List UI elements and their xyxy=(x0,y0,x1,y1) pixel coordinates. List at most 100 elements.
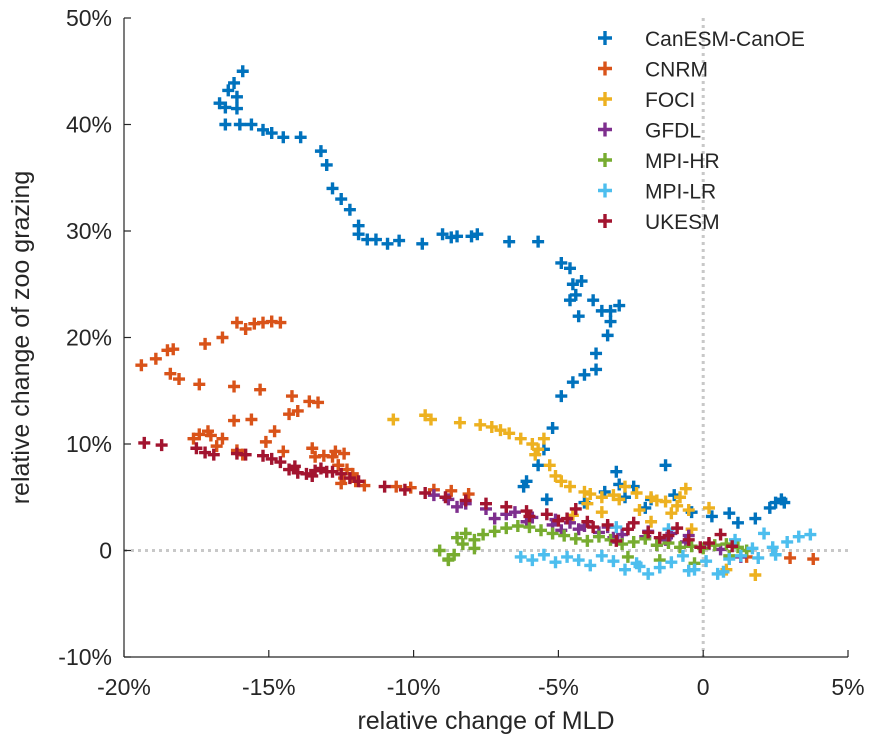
data-point xyxy=(277,131,290,144)
data-point xyxy=(566,278,579,291)
x-tick-label: -10% xyxy=(387,674,441,700)
data-point xyxy=(277,445,290,458)
data-point xyxy=(230,316,243,329)
data-point xyxy=(552,514,565,527)
data-point xyxy=(590,363,603,376)
data-point xyxy=(604,304,617,317)
data-point xyxy=(332,459,345,472)
data-point xyxy=(633,560,646,573)
data-point xyxy=(682,564,695,577)
data-point xyxy=(720,538,733,551)
data-point xyxy=(138,436,151,449)
data-point xyxy=(149,352,162,365)
legend-label: UKESM xyxy=(645,211,720,234)
data-point xyxy=(581,497,594,510)
data-point xyxy=(216,432,229,445)
data-point xyxy=(734,549,747,562)
data-point xyxy=(306,469,319,482)
data-point xyxy=(228,76,241,89)
data-point xyxy=(288,460,301,473)
legend-label: FOCI xyxy=(645,89,695,112)
data-point xyxy=(749,512,762,525)
data-point xyxy=(306,442,319,455)
data-point xyxy=(369,233,382,246)
legend-label: CanESM-CanOE xyxy=(645,28,805,51)
data-point xyxy=(555,390,568,403)
legend: CanESM-CanOE CNRM FOCI GFDL MPI-HR MPI-LR UKES… xyxy=(598,28,805,234)
data-point xyxy=(717,565,730,578)
data-point xyxy=(436,228,449,241)
data-point xyxy=(558,529,571,542)
data-point xyxy=(451,500,464,513)
data-point xyxy=(265,452,278,465)
data-point xyxy=(468,542,481,555)
y-tick-label: 20% xyxy=(66,325,112,351)
data-point xyxy=(274,456,287,469)
data-point xyxy=(314,145,327,158)
data-point xyxy=(488,512,501,525)
data-point xyxy=(393,234,406,247)
data-point xyxy=(630,486,643,499)
x-tick-label: -20% xyxy=(97,674,151,700)
legend-item: GFDL xyxy=(598,120,701,143)
data-point xyxy=(549,556,562,569)
data-point xyxy=(451,230,464,243)
data-point xyxy=(555,256,568,269)
data-point xyxy=(668,489,681,502)
data-point xyxy=(335,193,348,206)
data-point xyxy=(792,530,805,543)
data-point xyxy=(592,530,605,543)
data-point xyxy=(439,491,452,504)
legend-item: CanESM-CanOE xyxy=(598,28,805,51)
data-point xyxy=(569,532,582,545)
legend-label: CNRM xyxy=(645,59,708,82)
series-mpi-lr xyxy=(514,521,817,580)
data-point xyxy=(729,533,742,546)
data-point xyxy=(210,440,223,453)
data-point xyxy=(511,520,524,533)
data-point xyxy=(535,524,548,537)
data-point xyxy=(268,425,281,438)
y-tick-label: -10% xyxy=(58,644,112,670)
data-point xyxy=(650,539,663,552)
data-point xyxy=(627,535,640,548)
data-point xyxy=(784,551,797,564)
series-ukesm xyxy=(138,436,739,554)
data-point xyxy=(230,102,243,115)
data-point xyxy=(309,450,322,463)
data-point xyxy=(610,534,623,547)
data-point xyxy=(477,528,490,541)
data-point xyxy=(561,512,574,525)
data-point xyxy=(312,396,325,409)
data-point xyxy=(500,500,513,513)
data-point xyxy=(578,368,591,381)
data-point xyxy=(540,508,553,521)
data-point xyxy=(193,378,206,391)
data-point xyxy=(523,510,536,523)
data-point xyxy=(537,548,550,561)
data-point xyxy=(427,489,440,502)
data-point xyxy=(561,550,574,563)
data-point xyxy=(381,237,394,250)
data-point xyxy=(563,294,576,307)
data-point xyxy=(705,510,718,523)
data-point xyxy=(540,493,553,506)
y-tick-label: 10% xyxy=(66,431,112,457)
data-point xyxy=(662,529,675,542)
data-point xyxy=(700,555,713,568)
series-foci xyxy=(387,409,762,581)
data-point xyxy=(453,416,466,429)
data-point xyxy=(265,127,278,140)
legend-label: GFDL xyxy=(645,120,701,143)
data-point xyxy=(714,528,727,541)
axes: -20% -15% -10% -5% 0 5% -10% 0 10% 20% 30% 40% 50% xyxy=(58,5,864,700)
data-point xyxy=(711,567,724,580)
x-tick-label: 0 xyxy=(697,674,710,700)
data-point xyxy=(390,480,403,493)
data-point xyxy=(314,462,327,475)
data-point xyxy=(601,518,614,531)
data-point xyxy=(404,481,417,494)
data-point xyxy=(462,488,475,501)
data-point xyxy=(575,275,588,288)
data-point xyxy=(155,439,168,452)
